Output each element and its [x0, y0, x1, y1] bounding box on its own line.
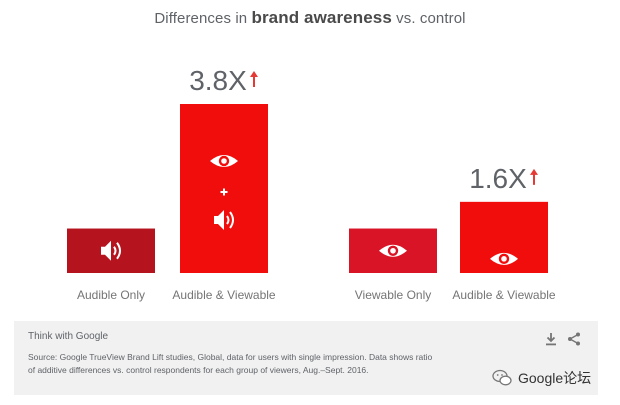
speaker-icon — [214, 210, 234, 230]
chart-title: Differences in brand awareness vs. contr… — [0, 8, 620, 28]
bar-label: Audible & Viewable — [172, 288, 276, 302]
title-emphasis: brand awareness — [251, 8, 392, 27]
speaker-icon — [101, 240, 121, 261]
bar-chart: Audible Only Audible & Viewable 3.8X Viewab… — [67, 65, 556, 320]
watermark-text: Google论坛 — [518, 370, 592, 386]
eye-icon — [379, 244, 407, 257]
eye-icon — [490, 252, 518, 265]
plus-icon — [500, 286, 508, 294]
title-suffix: vs. control — [391, 10, 466, 27]
plus-icon — [220, 188, 228, 196]
bar-label: Viewable Only — [355, 288, 432, 302]
wechat-icon — [492, 369, 512, 386]
multiplier-label: 3.8X — [189, 65, 247, 96]
bar-label: Audible Only — [77, 288, 145, 302]
bar-label: Audible & Viewable — [452, 288, 556, 302]
source-line-1: Source: Google TrueView Brand Lift studi… — [28, 352, 433, 362]
footer-source: Source: Google TrueView Brand Lift studi… — [28, 351, 548, 377]
up-arrow-icon — [250, 71, 258, 87]
up-arrow-icon — [530, 168, 538, 185]
speaker-icon — [494, 307, 514, 320]
share-icon[interactable] — [567, 332, 581, 346]
watermark: Google论坛 — [492, 367, 612, 389]
download-icon[interactable] — [545, 332, 557, 346]
eye-icon — [210, 155, 238, 167]
multiplier-label: 1.6X — [469, 163, 527, 194]
footer-panel: Think with Google Source: Google TrueVie… — [14, 321, 598, 395]
title-prefix: Differences in — [154, 10, 252, 27]
source-line-2: of additive differences vs. control resp… — [28, 365, 369, 375]
footer-brand: Think with Google — [28, 331, 109, 342]
